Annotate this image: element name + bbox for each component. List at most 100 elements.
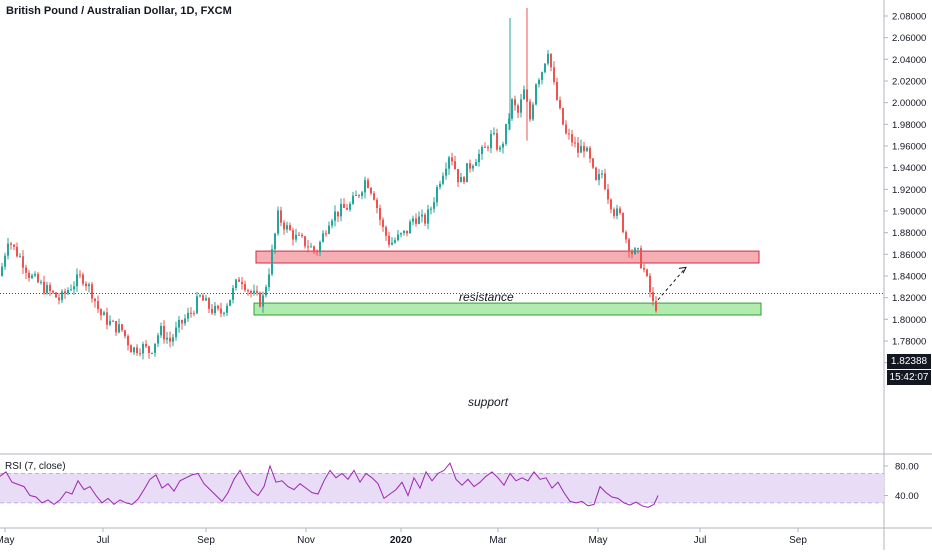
candle-body (166, 337, 168, 340)
candle-body (70, 289, 72, 291)
candle-body (208, 298, 210, 309)
candle-body (604, 173, 606, 190)
candle-body (517, 105, 519, 113)
candle-body (223, 312, 225, 314)
candle-body (424, 214, 426, 224)
candle-body (403, 230, 405, 234)
candle-body (553, 67, 555, 82)
candle-body (172, 337, 174, 342)
candle-body (235, 279, 237, 289)
candle-body (112, 320, 114, 322)
candle-body (586, 147, 588, 152)
candle-body (151, 352, 153, 354)
candle-body (349, 203, 351, 210)
time-tick-label: 2020 (390, 535, 413, 546)
time-tick-label: Sep (789, 535, 807, 546)
candle-body (367, 180, 369, 188)
time-tick-label: Sep (197, 535, 215, 546)
candle-body (124, 330, 126, 337)
candle-body (13, 244, 15, 247)
candle-body (541, 72, 543, 80)
candle-body (115, 320, 117, 333)
candle-body (277, 210, 279, 234)
candle-body (217, 305, 219, 309)
candle-body (61, 291, 63, 301)
resistance-zone (255, 250, 760, 264)
candle-body (391, 242, 393, 245)
candle-body (487, 147, 489, 149)
candle-body (40, 281, 42, 283)
candle-body (229, 299, 231, 306)
time-tick-label: May (589, 535, 608, 546)
candle-body (145, 343, 147, 347)
candle-body (556, 81, 558, 100)
candle-body (472, 165, 474, 169)
candle-body (82, 274, 84, 284)
candle-body (298, 234, 300, 236)
candle-body (64, 291, 66, 294)
support-label: support (468, 395, 509, 409)
candle-body (580, 146, 582, 153)
candle-body (163, 325, 165, 340)
candle-body (613, 209, 615, 216)
candle-body (325, 233, 327, 235)
candle-body (226, 305, 228, 313)
candle-body (616, 208, 618, 216)
candle-body (463, 177, 465, 183)
candle-body (331, 220, 333, 226)
candle-body (451, 157, 453, 162)
candle-body (301, 234, 303, 237)
bar-countdown-tag: 15:42:07 (887, 370, 931, 385)
candle-body (160, 325, 162, 336)
candle-body (118, 324, 120, 333)
candle-body (337, 211, 339, 217)
candle-body (469, 163, 471, 169)
candle-body (355, 195, 357, 197)
candle-body (340, 204, 342, 217)
resistance-label: resistance (459, 290, 514, 304)
candle-body (583, 146, 585, 152)
candle-body (1, 266, 3, 276)
price-tick-label: 1.78000 (892, 336, 926, 347)
candle-body (289, 225, 291, 231)
price-tick-label: 1.88000 (892, 228, 926, 239)
candle-body (157, 335, 159, 344)
price-tick-label: 1.84000 (892, 271, 926, 282)
price-tick-label: 1.92000 (892, 185, 926, 196)
candle-body (574, 142, 576, 144)
candle-body (649, 275, 651, 293)
price-tick-label: 2.00000 (892, 98, 926, 109)
candle-body (643, 268, 645, 270)
candle-body (607, 189, 609, 200)
price-tick-label: 1.80000 (892, 315, 926, 326)
candle-body (16, 246, 18, 257)
candle-body (520, 99, 522, 113)
candle-body (646, 269, 648, 276)
rsi-band (0, 473, 884, 503)
candle-body (259, 292, 261, 307)
candle-body (652, 292, 654, 302)
candle-body (427, 209, 429, 224)
candle-body (454, 161, 456, 170)
candle-body (631, 251, 633, 255)
candle-body (562, 108, 564, 125)
candle-body (442, 175, 444, 184)
candle-body (532, 104, 534, 120)
candle-body (121, 324, 123, 331)
price-tick-label: 1.86000 (892, 250, 926, 261)
candle-body (133, 347, 135, 353)
candle-body (400, 233, 402, 235)
candle-body (538, 79, 540, 85)
candle-body (247, 290, 249, 292)
candle-body (334, 211, 336, 221)
candle-body (232, 288, 234, 300)
candle-body (511, 99, 513, 119)
candle-body (547, 53, 549, 64)
candle-body (439, 183, 441, 188)
candle-body (625, 232, 627, 240)
candle-body (313, 246, 315, 251)
candle-body (142, 343, 144, 354)
candle-body (481, 146, 483, 154)
candle-body (394, 240, 396, 243)
